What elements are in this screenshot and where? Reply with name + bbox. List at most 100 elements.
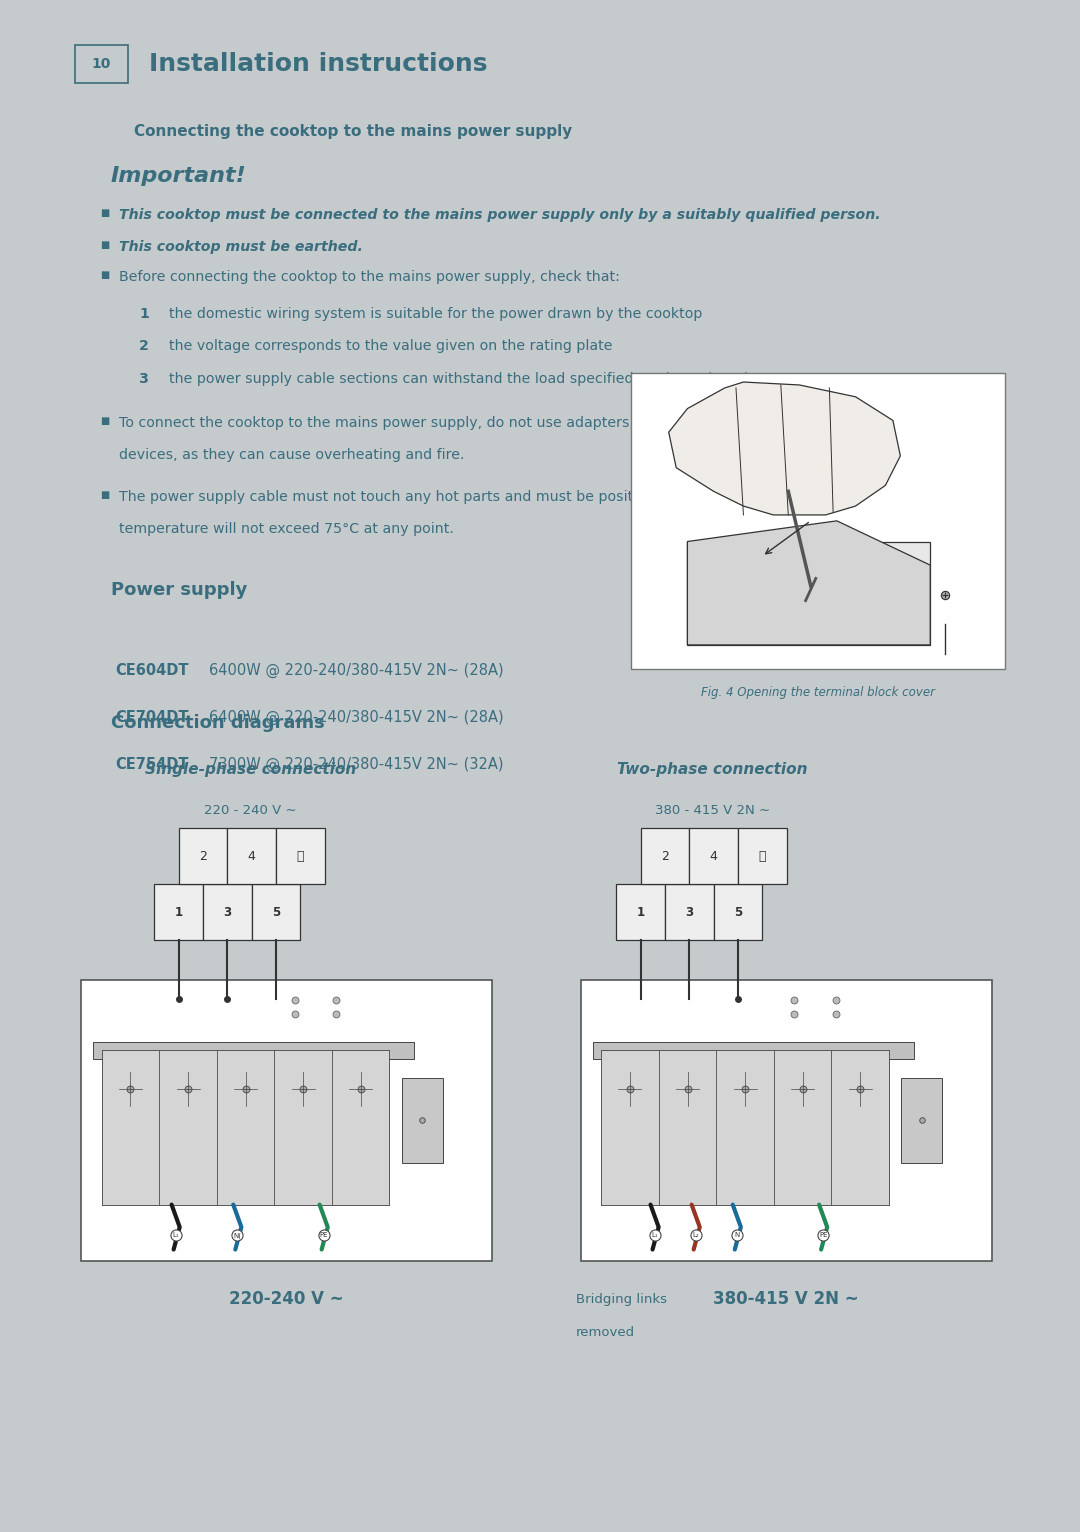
Bar [227, 827, 276, 884]
Bar [252, 884, 300, 941]
Text: PE: PE [268, 1033, 284, 1045]
Bar [276, 827, 325, 884]
Text: 220 - 240 V ∼: 220 - 240 V ∼ [204, 804, 297, 818]
Bar [581, 980, 991, 1261]
Text: Fig. 4 Opening the terminal block cover: Fig. 4 Opening the terminal block cover [701, 686, 935, 699]
Text: 380-415 V 2N ~: 380-415 V 2N ~ [714, 1290, 859, 1308]
Bar [154, 884, 203, 941]
Text: L₁: L₁ [651, 1232, 658, 1238]
Text: ■: ■ [100, 208, 110, 218]
Text: 6400W @ 220-240/380-415V 2N~ (28A): 6400W @ 220-240/380-415V 2N~ (28A) [210, 709, 503, 725]
Text: The power supply cable must not touch any hot parts and must be positioned so th: The power supply cable must not touch an… [119, 490, 748, 504]
Text: Installation instructions: Installation instructions [149, 52, 488, 75]
Text: This cooktop must be earthed.: This cooktop must be earthed. [119, 241, 363, 254]
Text: N: N [733, 1033, 743, 1045]
Bar [714, 884, 762, 941]
Text: 1: 1 [139, 306, 149, 320]
Text: temperature will not exceed 75°C at any point.: temperature will not exceed 75°C at any … [119, 522, 454, 536]
Text: N: N [734, 1232, 740, 1238]
Text: devices, as they can cause overheating and fire.: devices, as they can cause overheating a… [119, 449, 464, 463]
Text: PE: PE [819, 1232, 827, 1238]
Bar [81, 980, 492, 1261]
Bar [159, 1051, 217, 1204]
Text: This cooktop must be connected to the mains power supply only by a suitably qual: This cooktop must be connected to the ma… [119, 208, 880, 222]
Bar [632, 374, 1005, 668]
Text: Power supply: Power supply [110, 582, 247, 599]
Bar [178, 827, 227, 884]
Text: 10: 10 [92, 57, 111, 70]
Text: To connect the cooktop to the mains power supply, do not use adapters, reducers,: To connect the cooktop to the mains powe… [119, 417, 800, 430]
Text: 2: 2 [661, 850, 669, 863]
Text: L₁: L₁ [633, 1033, 645, 1045]
Text: L₂: L₂ [663, 1033, 675, 1045]
Text: the voltage corresponds to the value given on the rating plate: the voltage corresponds to the value giv… [170, 339, 613, 354]
Bar [616, 884, 665, 941]
Text: 1: 1 [636, 905, 645, 919]
Text: 2: 2 [199, 850, 207, 863]
Bar [94, 1042, 414, 1059]
Bar [640, 827, 689, 884]
Text: 2: 2 [139, 339, 149, 354]
Bar [332, 1051, 390, 1204]
Text: CE604DT: CE604DT [116, 663, 189, 677]
Text: Bridging links: Bridging links [576, 1293, 666, 1307]
Text: Connecting the cooktop to the mains power supply: Connecting the cooktop to the mains powe… [134, 124, 572, 139]
Bar [602, 1051, 659, 1204]
Text: 220-240 V ~: 220-240 V ~ [229, 1290, 345, 1308]
Text: 4: 4 [710, 850, 717, 863]
Bar [75, 44, 127, 83]
Bar [102, 1051, 159, 1204]
Text: 7300W @ 220-240/380-415V 2N~ (32A): 7300W @ 220-240/380-415V 2N~ (32A) [210, 757, 503, 772]
Text: 5: 5 [272, 905, 280, 919]
Text: Before connecting the cooktop to the mains power supply, check that:: Before connecting the cooktop to the mai… [119, 270, 620, 283]
Text: 4: 4 [247, 850, 256, 863]
Text: 3: 3 [139, 372, 149, 386]
Text: Single-phase connection: Single-phase connection [145, 761, 356, 777]
Bar [665, 884, 714, 941]
Text: 5: 5 [733, 905, 742, 919]
Text: ■: ■ [100, 490, 110, 499]
Polygon shape [687, 521, 930, 645]
Text: PE: PE [320, 1232, 328, 1238]
Bar [832, 1051, 889, 1204]
Text: PE: PE [755, 1033, 770, 1045]
Bar [659, 1051, 716, 1204]
Text: 380 - 415 V 2N ∼: 380 - 415 V 2N ∼ [656, 804, 770, 818]
Text: the domestic wiring system is suitable for the power drawn by the cooktop: the domestic wiring system is suitable f… [170, 306, 703, 320]
Bar [402, 1079, 443, 1163]
Text: N (L₂): N (L₂) [210, 1033, 245, 1045]
Text: Two-phase connection: Two-phase connection [618, 761, 808, 777]
Text: N(: N( [233, 1232, 241, 1239]
Bar [902, 1079, 943, 1163]
Text: 3: 3 [685, 905, 693, 919]
Text: 1: 1 [175, 905, 183, 919]
Text: Connection diagrams: Connection diagrams [110, 714, 324, 732]
Text: ⏚: ⏚ [297, 850, 305, 863]
Bar [689, 827, 738, 884]
Bar [602, 1051, 889, 1204]
Text: 6400W @ 220-240/380-415V 2N~ (28A): 6400W @ 220-240/380-415V 2N~ (28A) [210, 663, 503, 677]
Text: ■: ■ [100, 241, 110, 250]
Bar [593, 1042, 914, 1059]
Text: Important!: Important! [110, 167, 246, 187]
Bar [274, 1051, 332, 1204]
Text: L₁: L₁ [173, 1033, 185, 1045]
Bar [217, 1051, 274, 1204]
Bar [102, 1051, 390, 1204]
Text: 3: 3 [224, 905, 231, 919]
Bar [738, 827, 786, 884]
Text: CE754DT: CE754DT [116, 757, 189, 772]
Bar [203, 884, 252, 941]
Bar [716, 1051, 774, 1204]
Text: ■: ■ [100, 270, 110, 280]
Text: CE704DT: CE704DT [116, 709, 189, 725]
Text: ⏚: ⏚ [758, 850, 766, 863]
Text: L₂: L₂ [692, 1232, 699, 1238]
Polygon shape [669, 381, 901, 515]
Text: ■: ■ [100, 417, 110, 426]
Text: removed: removed [576, 1325, 635, 1339]
Text: the power supply cable sections can withstand the load specified on the rating p: the power supply cable sections can with… [170, 372, 775, 386]
Text: L₁: L₁ [173, 1232, 179, 1238]
Bar [774, 1051, 832, 1204]
Bar [687, 541, 930, 645]
